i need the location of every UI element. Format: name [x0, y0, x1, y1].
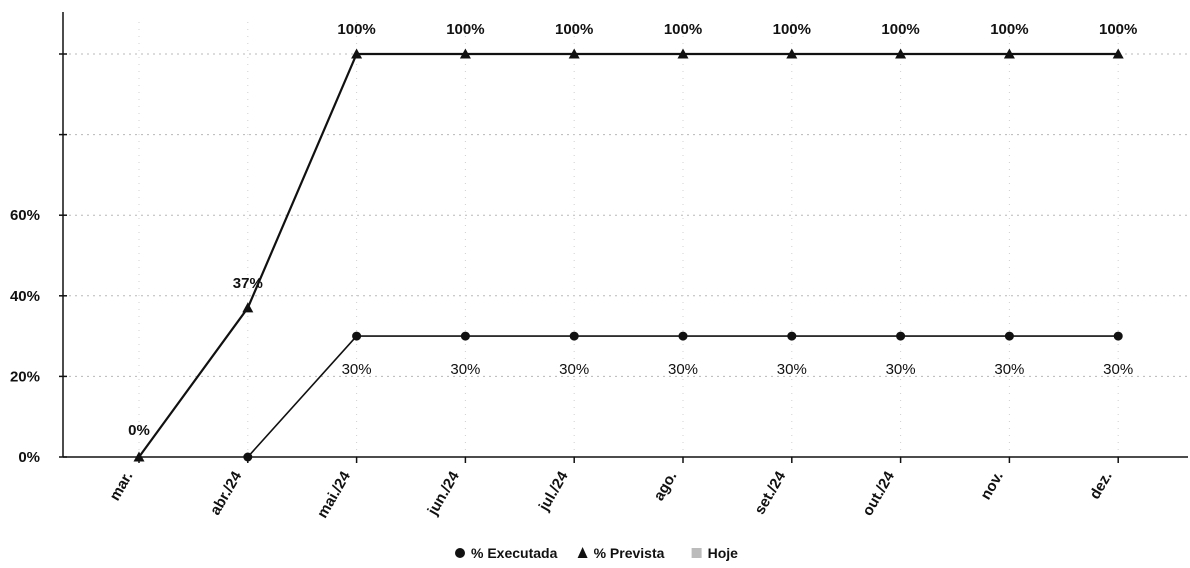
- data-label: 100%: [555, 21, 593, 38]
- x-tick-label: dez.: [1086, 469, 1115, 503]
- data-point-circle: [787, 331, 797, 341]
- data-label: 100%: [1099, 21, 1137, 38]
- data-point-circle: [896, 331, 906, 341]
- data-point-triangle: [351, 48, 363, 59]
- legend: % Executada % Prevista Hoje: [455, 545, 738, 561]
- data-label: 100%: [881, 21, 919, 38]
- legend-label: % Prevista: [594, 545, 665, 561]
- data-label: 100%: [337, 21, 375, 38]
- x-tick-label: out./24: [859, 468, 898, 519]
- data-point-circle: [678, 331, 688, 341]
- data-label: 100%: [990, 21, 1028, 38]
- data-point-circle: [1004, 331, 1014, 341]
- data-label: 30%: [1103, 361, 1133, 378]
- data-point-triangle: [786, 48, 798, 59]
- data-point-circle: [243, 452, 253, 462]
- series-prevista: 0% 37% 100% 100% 100% 100% 100% 100% 100% 100%: [128, 21, 1137, 462]
- x-tick-label: ago.: [650, 469, 680, 504]
- series-line: [138, 52, 1119, 458]
- data-label: 30%: [994, 361, 1024, 378]
- x-tick-label: nov.: [977, 469, 1007, 503]
- data-label: 30%: [450, 361, 480, 378]
- data-point-triangle: [459, 48, 471, 59]
- data-point-circle: [460, 331, 470, 341]
- data-point-triangle: [1003, 48, 1015, 59]
- legend-marker-circle: [455, 548, 465, 558]
- data-label: 30%: [886, 361, 916, 378]
- data-label: 100%: [446, 21, 484, 38]
- y-tick-labels: 0% 20% 40% 60%: [10, 207, 40, 466]
- x-tick-label: jul./24: [535, 468, 572, 515]
- data-point-circle: [352, 331, 362, 341]
- data-label: 30%: [342, 361, 372, 378]
- data-label: 100%: [773, 21, 811, 38]
- legend-marker-square: [691, 548, 702, 558]
- gridlines: [63, 22, 1188, 457]
- data-label: 30%: [668, 361, 698, 378]
- data-point-triangle: [133, 451, 145, 462]
- data-point-triangle: [568, 48, 580, 59]
- y-tick-label: 20%: [10, 368, 40, 385]
- x-tick-labels: mar. abr./24 mai./24 jun./24 jul./24 ago. set.…: [106, 468, 1115, 521]
- data-point-triangle: [677, 48, 689, 59]
- axes: [59, 12, 1188, 463]
- x-tick-label: abr./24: [207, 468, 246, 518]
- series-executada: 30% 30% 30% 30% 30% 30% 30% 30%: [243, 331, 1133, 462]
- x-tick-label: set./24: [751, 468, 789, 518]
- series-group: 30% 30% 30% 30% 30% 30% 30% 30% 0% 37% 100% 100% 100…: [128, 21, 1137, 462]
- data-label: 100%: [664, 21, 702, 38]
- data-label: 30%: [777, 361, 807, 378]
- x-tick-label: mar.: [106, 469, 136, 504]
- data-point-triangle: [895, 48, 907, 59]
- legend-marker-triangle: [577, 547, 588, 558]
- series-line: [247, 335, 1119, 458]
- data-point-triangle: [242, 302, 254, 313]
- y-tick-label: 60%: [10, 207, 40, 224]
- data-label: 37%: [233, 275, 263, 292]
- data-point-circle: [569, 331, 579, 341]
- legend-label: % Executada: [471, 545, 558, 561]
- legend-label: Hoje: [708, 545, 739, 561]
- x-tick-label: jun./24: [424, 468, 463, 519]
- x-tick-label: mai./24: [314, 468, 354, 521]
- y-tick-label: 0%: [18, 449, 40, 466]
- data-point-circle: [1113, 331, 1123, 341]
- data-label: 30%: [559, 361, 589, 378]
- data-label: 0%: [128, 422, 150, 439]
- data-point-triangle: [1112, 48, 1124, 59]
- y-tick-label: 40%: [10, 288, 40, 305]
